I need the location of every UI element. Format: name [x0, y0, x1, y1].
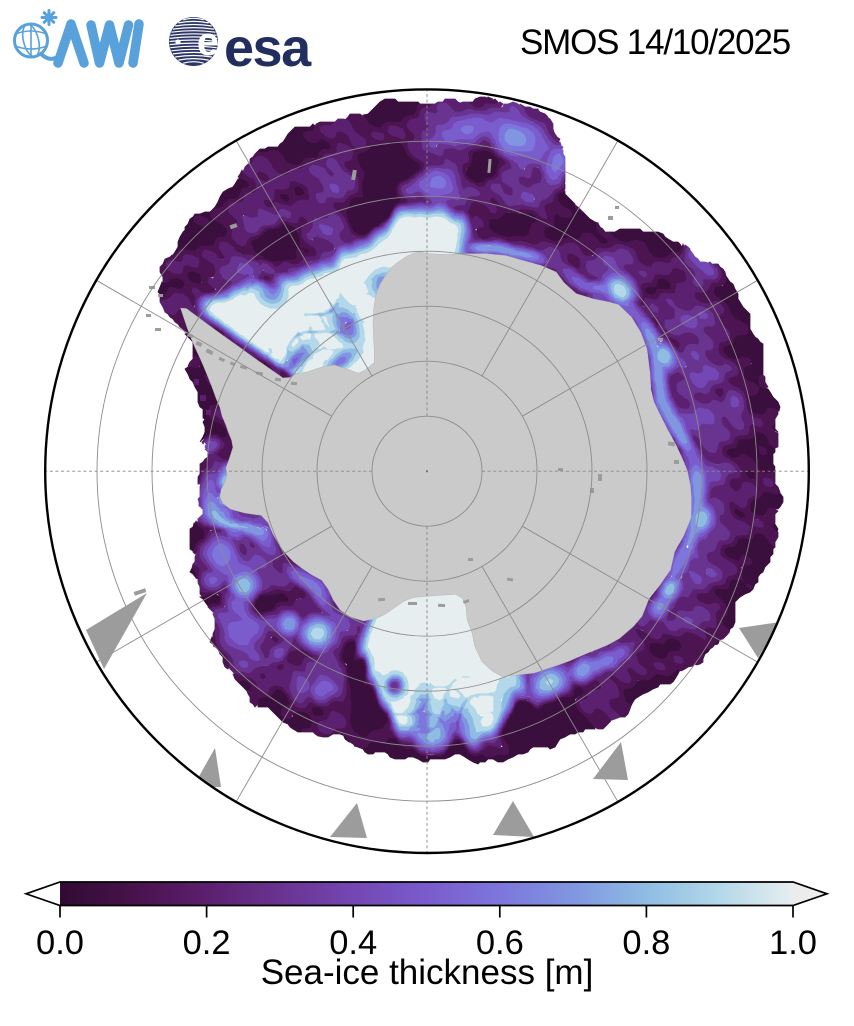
svg-text:0.0: 0.0 — [36, 924, 84, 962]
svg-text:esa: esa — [224, 18, 312, 78]
svg-text:0.2: 0.2 — [183, 924, 231, 962]
svg-text:e: e — [197, 20, 219, 64]
svg-text:SMOS 14/10/2025: SMOS 14/10/2025 — [520, 23, 790, 62]
svg-text:0.4: 0.4 — [329, 924, 377, 962]
svg-text:0.6: 0.6 — [476, 924, 524, 962]
svg-text:1.0: 1.0 — [769, 924, 817, 962]
svg-text:0.8: 0.8 — [622, 924, 670, 962]
svg-text:Sea-ice thickness [m]: Sea-ice thickness [m] — [261, 953, 594, 992]
